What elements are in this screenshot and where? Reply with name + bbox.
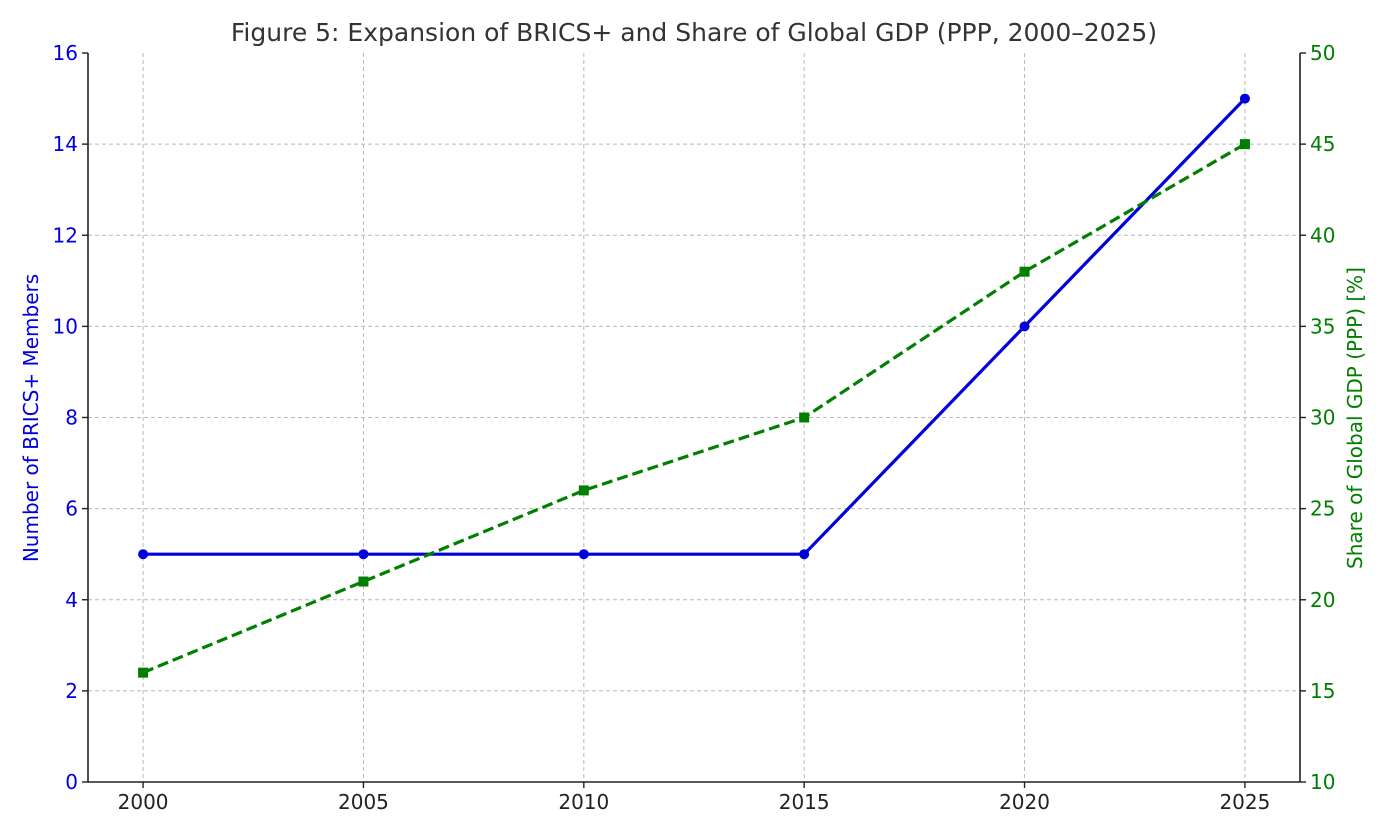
right-y-tick-label: 45 bbox=[1310, 132, 1335, 156]
left-y-tick-label: 4 bbox=[65, 588, 78, 612]
right-y-tick-label: 30 bbox=[1310, 406, 1335, 430]
right-y-tick-label: 25 bbox=[1310, 497, 1335, 521]
gdp-share-line bbox=[142, 142, 1246, 675]
axes bbox=[82, 52, 1306, 788]
x-tick-label: 2020 bbox=[999, 790, 1050, 814]
left-y-tick-label: 10 bbox=[53, 314, 78, 338]
right-y-tick-label: 10 bbox=[1310, 770, 1335, 794]
right-y-tick-label: 15 bbox=[1310, 679, 1335, 703]
tick-labels: 2000 2005 2010 2015 2020 20250246810121416101… bbox=[53, 41, 1336, 814]
gdp-share-point bbox=[358, 576, 369, 587]
right-y-tick-label: 20 bbox=[1310, 588, 1335, 612]
right-y-tick-label: 50 bbox=[1310, 41, 1335, 65]
left-y-tick-label: 12 bbox=[53, 223, 78, 247]
right-y-tick-label: 40 bbox=[1310, 223, 1335, 247]
members-line bbox=[143, 97, 1247, 556]
grid bbox=[88, 53, 1300, 782]
left-y-tick-label: 16 bbox=[53, 41, 78, 65]
right-y-axis-label: Share of Global GDP (PPP) [%] bbox=[1343, 267, 1367, 569]
chart-title: Figure 5: Expansion of BRICS+ and Share … bbox=[231, 18, 1157, 47]
x-tick-label: 2015 bbox=[779, 790, 830, 814]
left-y-tick-label: 0 bbox=[65, 770, 78, 794]
gdp-share-point bbox=[799, 412, 810, 423]
members-point bbox=[358, 549, 369, 560]
members-point bbox=[1239, 93, 1250, 104]
members-point bbox=[1019, 321, 1030, 332]
left-y-tick-label: 2 bbox=[65, 679, 78, 703]
x-tick-label: 2000 bbox=[118, 790, 169, 814]
gdp-share-point bbox=[138, 667, 149, 678]
x-tick-label: 2025 bbox=[1219, 790, 1270, 814]
members-point bbox=[578, 549, 589, 560]
gdp-share-point bbox=[1019, 266, 1030, 277]
left-y-axis-label: Number of BRICS+ Members bbox=[19, 274, 43, 562]
left-y-tick-label: 6 bbox=[65, 497, 78, 521]
x-tick-label: 2005 bbox=[338, 790, 389, 814]
right-y-tick-label: 35 bbox=[1310, 314, 1335, 338]
left-y-tick-label: 14 bbox=[53, 132, 78, 156]
left-y-tick-label: 8 bbox=[65, 406, 78, 430]
gdp-share-point bbox=[1239, 139, 1250, 150]
series-layer bbox=[138, 93, 1250, 678]
members-point bbox=[799, 549, 810, 560]
x-tick-label: 2010 bbox=[558, 790, 609, 814]
gdp-share-point bbox=[578, 485, 589, 496]
members-point bbox=[138, 549, 149, 560]
